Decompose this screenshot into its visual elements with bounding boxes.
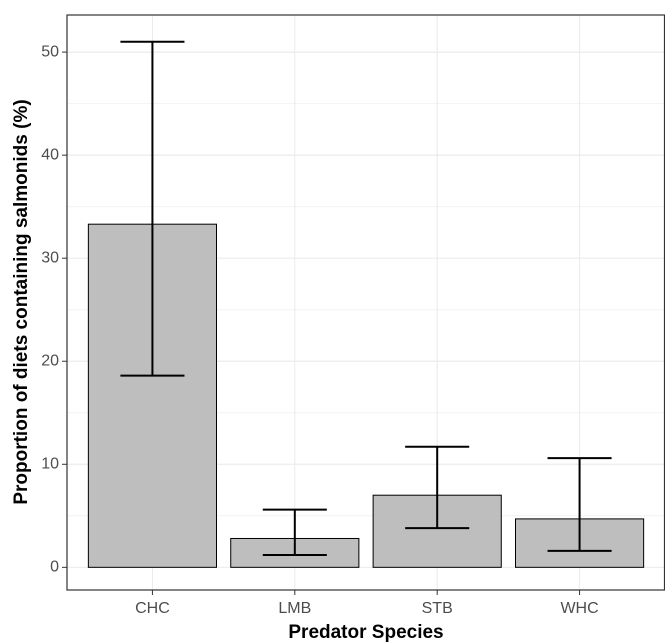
x-axis-title: Predator Species	[288, 622, 443, 642]
y-tick-label: 20	[41, 352, 59, 369]
y-tick-label: 30	[41, 249, 59, 266]
y-tick-label: 0	[50, 559, 59, 576]
y-tick-label: 50	[41, 43, 59, 60]
y-tick-label: 10	[41, 456, 59, 473]
y-axis-title: Proportion of diets containing salmonids…	[11, 99, 32, 504]
bar	[87, 223, 217, 568]
y-tick-label: 40	[41, 146, 59, 163]
x-tick-label: WHC	[560, 600, 598, 617]
x-tick-label: LMB	[278, 600, 311, 617]
x-tick-label: STB	[422, 600, 453, 617]
x-tick-label: CHC	[135, 600, 170, 617]
